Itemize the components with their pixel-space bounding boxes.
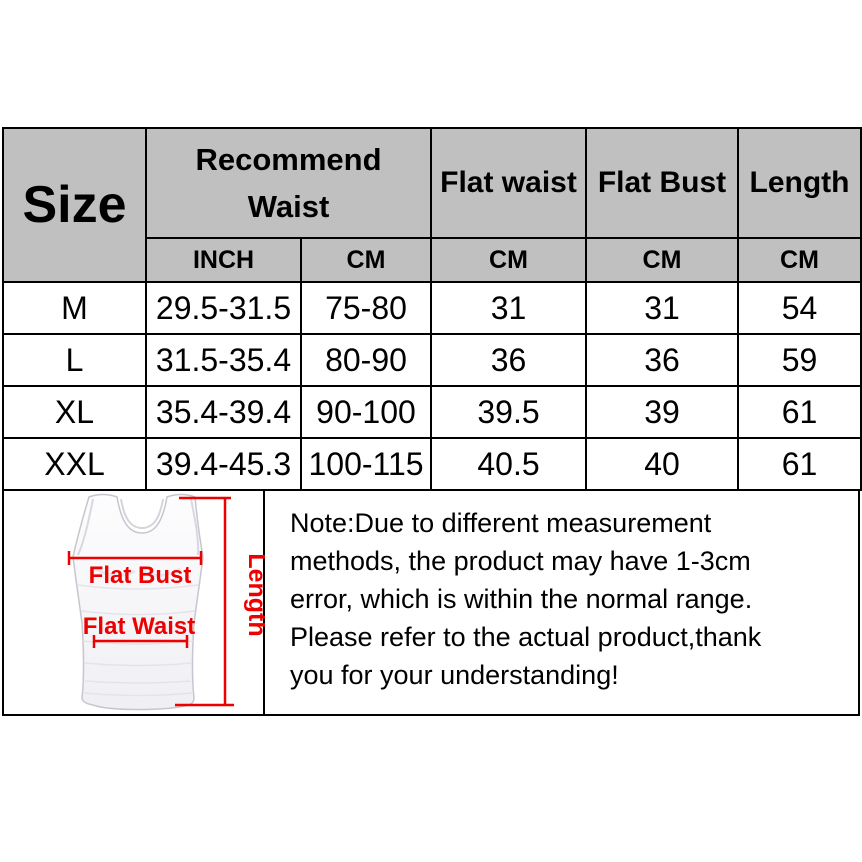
cell-size: L — [2, 333, 147, 387]
flat-waist-measure-line — [92, 635, 189, 648]
flat-bust-label: Flat Bust — [89, 562, 192, 589]
subheader-flat-waist-cm: CM — [430, 237, 587, 283]
header-flat-bust: Flat Bust — [585, 127, 739, 239]
cell-flat-bust-cm: 40 — [585, 437, 739, 491]
header-row-1: Size Recommend Waist Flat waist Flat Bus… — [2, 127, 862, 283]
length-measure-line — [175, 496, 234, 707]
size-chart-table: Size Recommend Waist Flat waist Flat Bus… — [2, 127, 862, 491]
size-row-m: M 29.5-31.5 75-80 31 31 54 — [2, 281, 862, 335]
note-line: error, which is within the normal range. — [290, 584, 753, 614]
length-label: Length — [243, 553, 265, 636]
header-recommend-waist: Recommend Waist — [145, 127, 432, 239]
header-flat-waist: Flat waist — [430, 127, 587, 239]
cell-flat-waist-cm: 36 — [430, 333, 587, 387]
subheader-waist-inch: INCH — [145, 237, 302, 283]
tank-top-diagram: Flat Bust Flat Waist Length — [67, 493, 265, 711]
cell-waist-cm: 80-90 — [300, 333, 432, 387]
cell-length-cm: 61 — [737, 385, 862, 439]
header-length: Length — [737, 127, 862, 239]
flat-waist-label: Flat Waist — [83, 613, 195, 640]
flat-bust-measure-line — [67, 551, 203, 565]
cell-waist-inch: 39.4-45.3 — [145, 437, 302, 491]
note-text: Note:Due to different measurement method… — [265, 491, 858, 714]
cell-waist-cm: 90-100 — [300, 385, 432, 439]
cell-waist-inch: 31.5-35.4 — [145, 333, 302, 387]
garment-diagram-cell: Flat Bust Flat Waist Length — [4, 491, 265, 714]
note-line: you for your understanding! — [290, 660, 619, 690]
cell-length-cm: 54 — [737, 281, 862, 335]
subheader-flat-bust-cm: CM — [585, 237, 739, 283]
cell-waist-inch: 35.4-39.4 — [145, 385, 302, 439]
cell-waist-cm: 100-115 — [300, 437, 432, 491]
cell-flat-bust-cm: 39 — [585, 385, 739, 439]
cell-flat-waist-cm: 40.5 — [430, 437, 587, 491]
cell-length-cm: 59 — [737, 333, 862, 387]
cell-flat-waist-cm: 39.5 — [430, 385, 587, 439]
header-recommend-waist-label: Recommend Waist — [195, 142, 382, 224]
subheader-length-cm: CM — [737, 237, 862, 283]
cell-flat-bust-cm: 36 — [585, 333, 739, 387]
measurement-guide-section: Flat Bust Flat Waist Length Note:Due to … — [2, 491, 860, 716]
cell-waist-cm: 75-80 — [300, 281, 432, 335]
note-line: methods, the product may have 1-3cm — [290, 546, 751, 576]
note-line: Note:Due to different measurement — [290, 508, 712, 538]
measurement-annotations — [67, 496, 234, 707]
cell-size: XL — [2, 385, 147, 439]
subheader-waist-cm: CM — [300, 237, 432, 283]
cell-length-cm: 61 — [737, 437, 862, 491]
cell-size: XXL — [2, 437, 147, 491]
header-row-2: INCH CM CM CM CM — [3, 237, 862, 283]
cell-waist-inch: 29.5-31.5 — [145, 281, 302, 335]
cell-flat-bust-cm: 31 — [585, 281, 739, 335]
tank-top-shape — [72, 493, 204, 711]
cell-flat-waist-cm: 31 — [430, 281, 587, 335]
cell-size: M — [2, 281, 147, 335]
size-row-xl: XL 35.4-39.4 90-100 39.5 39 61 — [2, 385, 862, 439]
note-line: Please refer to the actual product,thank — [290, 622, 762, 652]
size-row-l: L 31.5-35.4 80-90 36 36 59 — [2, 333, 862, 387]
size-row-xxl: XXL 39.4-45.3 100-115 40.5 40 61 — [2, 437, 862, 491]
header-size: Size — [2, 127, 147, 283]
